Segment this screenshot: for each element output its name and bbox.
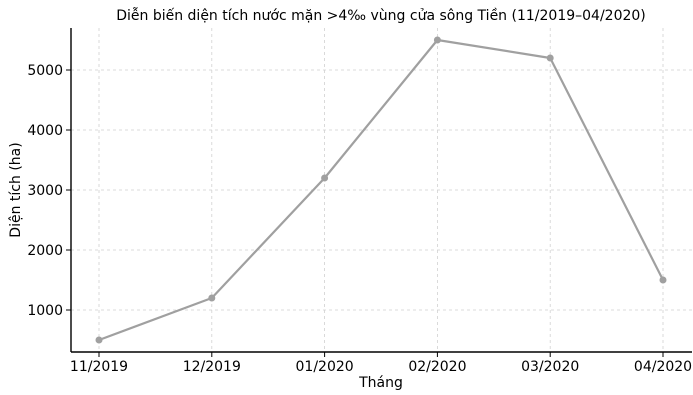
y-tick-label: 5000: [27, 63, 63, 79]
y-tick-label: 1000: [27, 303, 63, 319]
data-point: [546, 54, 554, 62]
axes: 1000 2000 3000 4000 5000 11/2019 12/2019 01/202…: [27, 28, 692, 375]
chart-title: Diễn biến diện tích nước mặn >4‰ vùng cử…: [116, 7, 646, 24]
x-axis-label: Tháng: [358, 375, 403, 391]
x-tick-label: 02/2020: [408, 359, 466, 375]
x-tick-label: 12/2019: [183, 359, 241, 375]
data-point: [659, 276, 667, 284]
y-tick-label: 4000: [27, 123, 63, 139]
data-point: [433, 36, 441, 44]
data-point: [321, 174, 329, 182]
data-point: [208, 294, 216, 302]
y-axis-label: Diện tích (ha): [8, 142, 24, 237]
series-line: [98, 38, 664, 342]
x-tick-label: 01/2020: [296, 359, 354, 375]
data-series: [95, 36, 667, 344]
data-point: [95, 336, 103, 344]
x-tick-label: 04/2020: [634, 359, 692, 375]
grid-lines: [71, 28, 692, 352]
x-tick-label: 03/2020: [521, 359, 579, 375]
y-tick-label: 2000: [27, 243, 63, 259]
y-tick-label: 3000: [27, 183, 63, 199]
x-tick-label: 11/2019: [70, 359, 128, 375]
